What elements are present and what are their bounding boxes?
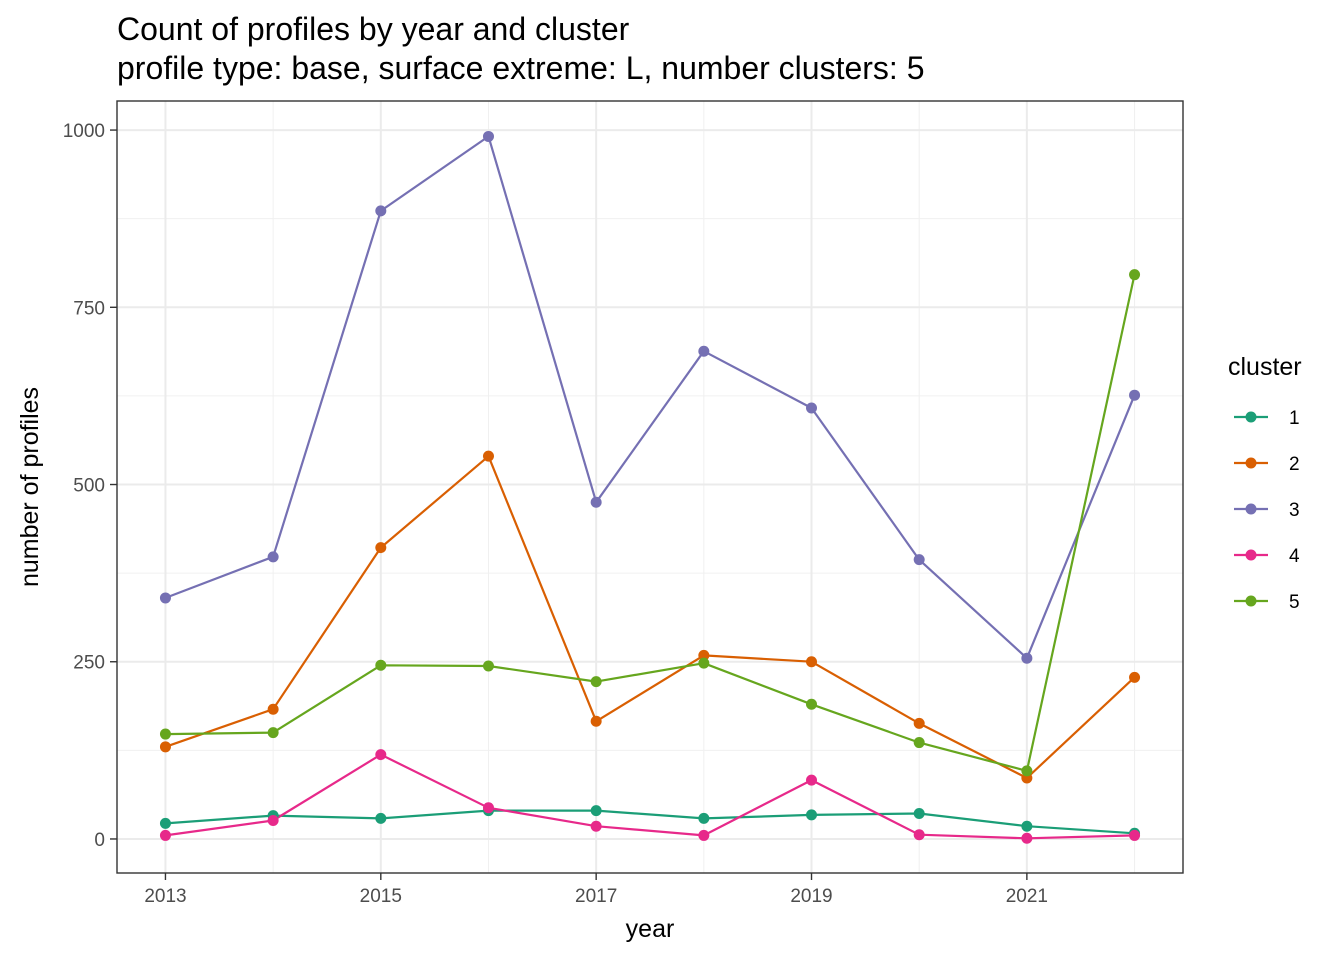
data-point-cluster-1 [159,817,171,829]
series-lines [165,135,1136,840]
data-point-cluster-4 [698,829,710,841]
legend-label: 1 [1289,408,1300,429]
data-point-cluster-4 [375,749,387,761]
data-point-cluster-2 [375,542,387,554]
data-point-cluster-3 [698,345,710,357]
data-point-cluster-2 [698,649,710,661]
major-gridlines [117,101,1183,873]
data-point-cluster-3 [913,554,925,566]
data-point-cluster-5 [913,737,925,749]
data-point-cluster-2 [267,703,279,715]
x-tick-label: 2019 [790,886,832,907]
plot-border [116,100,1184,874]
legend-key-point [1245,503,1257,515]
data-point-cluster-2 [913,717,925,729]
legend-label: 2 [1289,454,1300,475]
data-point-cluster-5 [806,698,818,710]
data-point-cluster-2 [806,656,818,668]
data-point-cluster-4 [159,829,171,841]
chart-subtitle: profile type: base, surface extreme: L, … [117,50,924,86]
y-axis-ticks: 0 250 500 750 1000 [63,121,117,851]
y-tick-label: 750 [73,298,105,319]
data-point-cluster-2 [159,741,171,753]
data-point-cluster-5 [1021,765,1033,777]
data-point-cluster-2 [482,450,494,462]
data-point-cluster-1 [806,809,818,821]
data-point-cluster-3 [482,130,494,142]
data-point-cluster-5 [375,659,387,671]
data-point-cluster-1 [590,805,602,817]
data-point-cluster-4 [267,815,279,827]
x-axis-ticks: 2013 2015 2017 2019 2021 [144,873,1048,907]
data-point-cluster-1 [913,807,925,819]
x-tick-label: 2017 [575,886,617,907]
data-point-cluster-5 [698,657,710,669]
x-tick-label: 2021 [1006,886,1048,907]
series-line-cluster-1 [165,809,1135,835]
data-point-cluster-3 [375,205,387,217]
data-point-cluster-5 [267,727,279,739]
data-point-cluster-4 [482,802,494,814]
legend: cluster 1 2 3 4 5 [1228,353,1302,613]
x-axis-title: year [626,915,675,943]
series-line-cluster-4 [165,753,1135,840]
chart-title: Count of profiles by year and cluster [117,11,630,47]
data-point-cluster-3 [590,496,602,508]
series-line-cluster-3 [165,135,1136,660]
y-tick-label: 1000 [63,121,105,142]
legend-key-point [1245,549,1257,561]
legend-label: 4 [1289,546,1300,567]
legend-label: 5 [1289,592,1300,613]
legend-key-point [1245,411,1257,423]
y-tick-label: 500 [73,476,105,497]
y-axis-title: number of profiles [16,387,44,587]
data-point-cluster-3 [1021,652,1033,664]
data-point-cluster-5 [482,660,494,672]
legend-key-point [1245,595,1257,607]
data-point-cluster-1 [698,812,710,824]
data-point-cluster-2 [590,715,602,727]
series-points [159,130,1141,844]
data-point-cluster-1 [1021,820,1033,832]
data-point-cluster-4 [1129,829,1141,841]
x-tick-label: 2015 [360,886,402,907]
data-point-cluster-4 [913,829,925,841]
data-point-cluster-4 [1021,832,1033,844]
legend-key-point [1245,457,1257,469]
data-point-cluster-4 [806,774,818,786]
data-point-cluster-3 [1129,389,1141,401]
plot-panel [117,101,1183,873]
data-point-cluster-5 [159,728,171,740]
data-point-cluster-4 [590,820,602,832]
data-point-cluster-3 [806,402,818,414]
data-point-cluster-5 [590,676,602,688]
legend-label: 3 [1289,500,1300,521]
data-point-cluster-3 [159,592,171,604]
data-point-cluster-5 [1129,269,1141,281]
series-line-cluster-2 [165,455,1136,780]
y-tick-label: 250 [73,653,105,674]
minor-gridlines [117,101,1183,873]
series-line-cluster-5 [165,274,1136,773]
data-point-cluster-1 [375,812,387,824]
data-point-cluster-2 [1129,671,1141,683]
y-tick-label: 0 [94,830,105,851]
data-point-cluster-3 [267,551,279,563]
x-tick-label: 2013 [144,886,186,907]
legend-title: cluster [1228,353,1302,381]
